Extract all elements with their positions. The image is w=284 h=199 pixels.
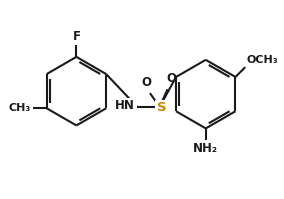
Text: O: O [141, 76, 151, 89]
Text: CH₃: CH₃ [9, 103, 31, 113]
Text: OCH₃: OCH₃ [246, 55, 278, 65]
Text: HN: HN [115, 99, 135, 112]
Text: F: F [72, 30, 80, 43]
Text: NH₂: NH₂ [193, 142, 218, 155]
Text: O: O [166, 72, 176, 85]
Text: S: S [157, 101, 166, 114]
